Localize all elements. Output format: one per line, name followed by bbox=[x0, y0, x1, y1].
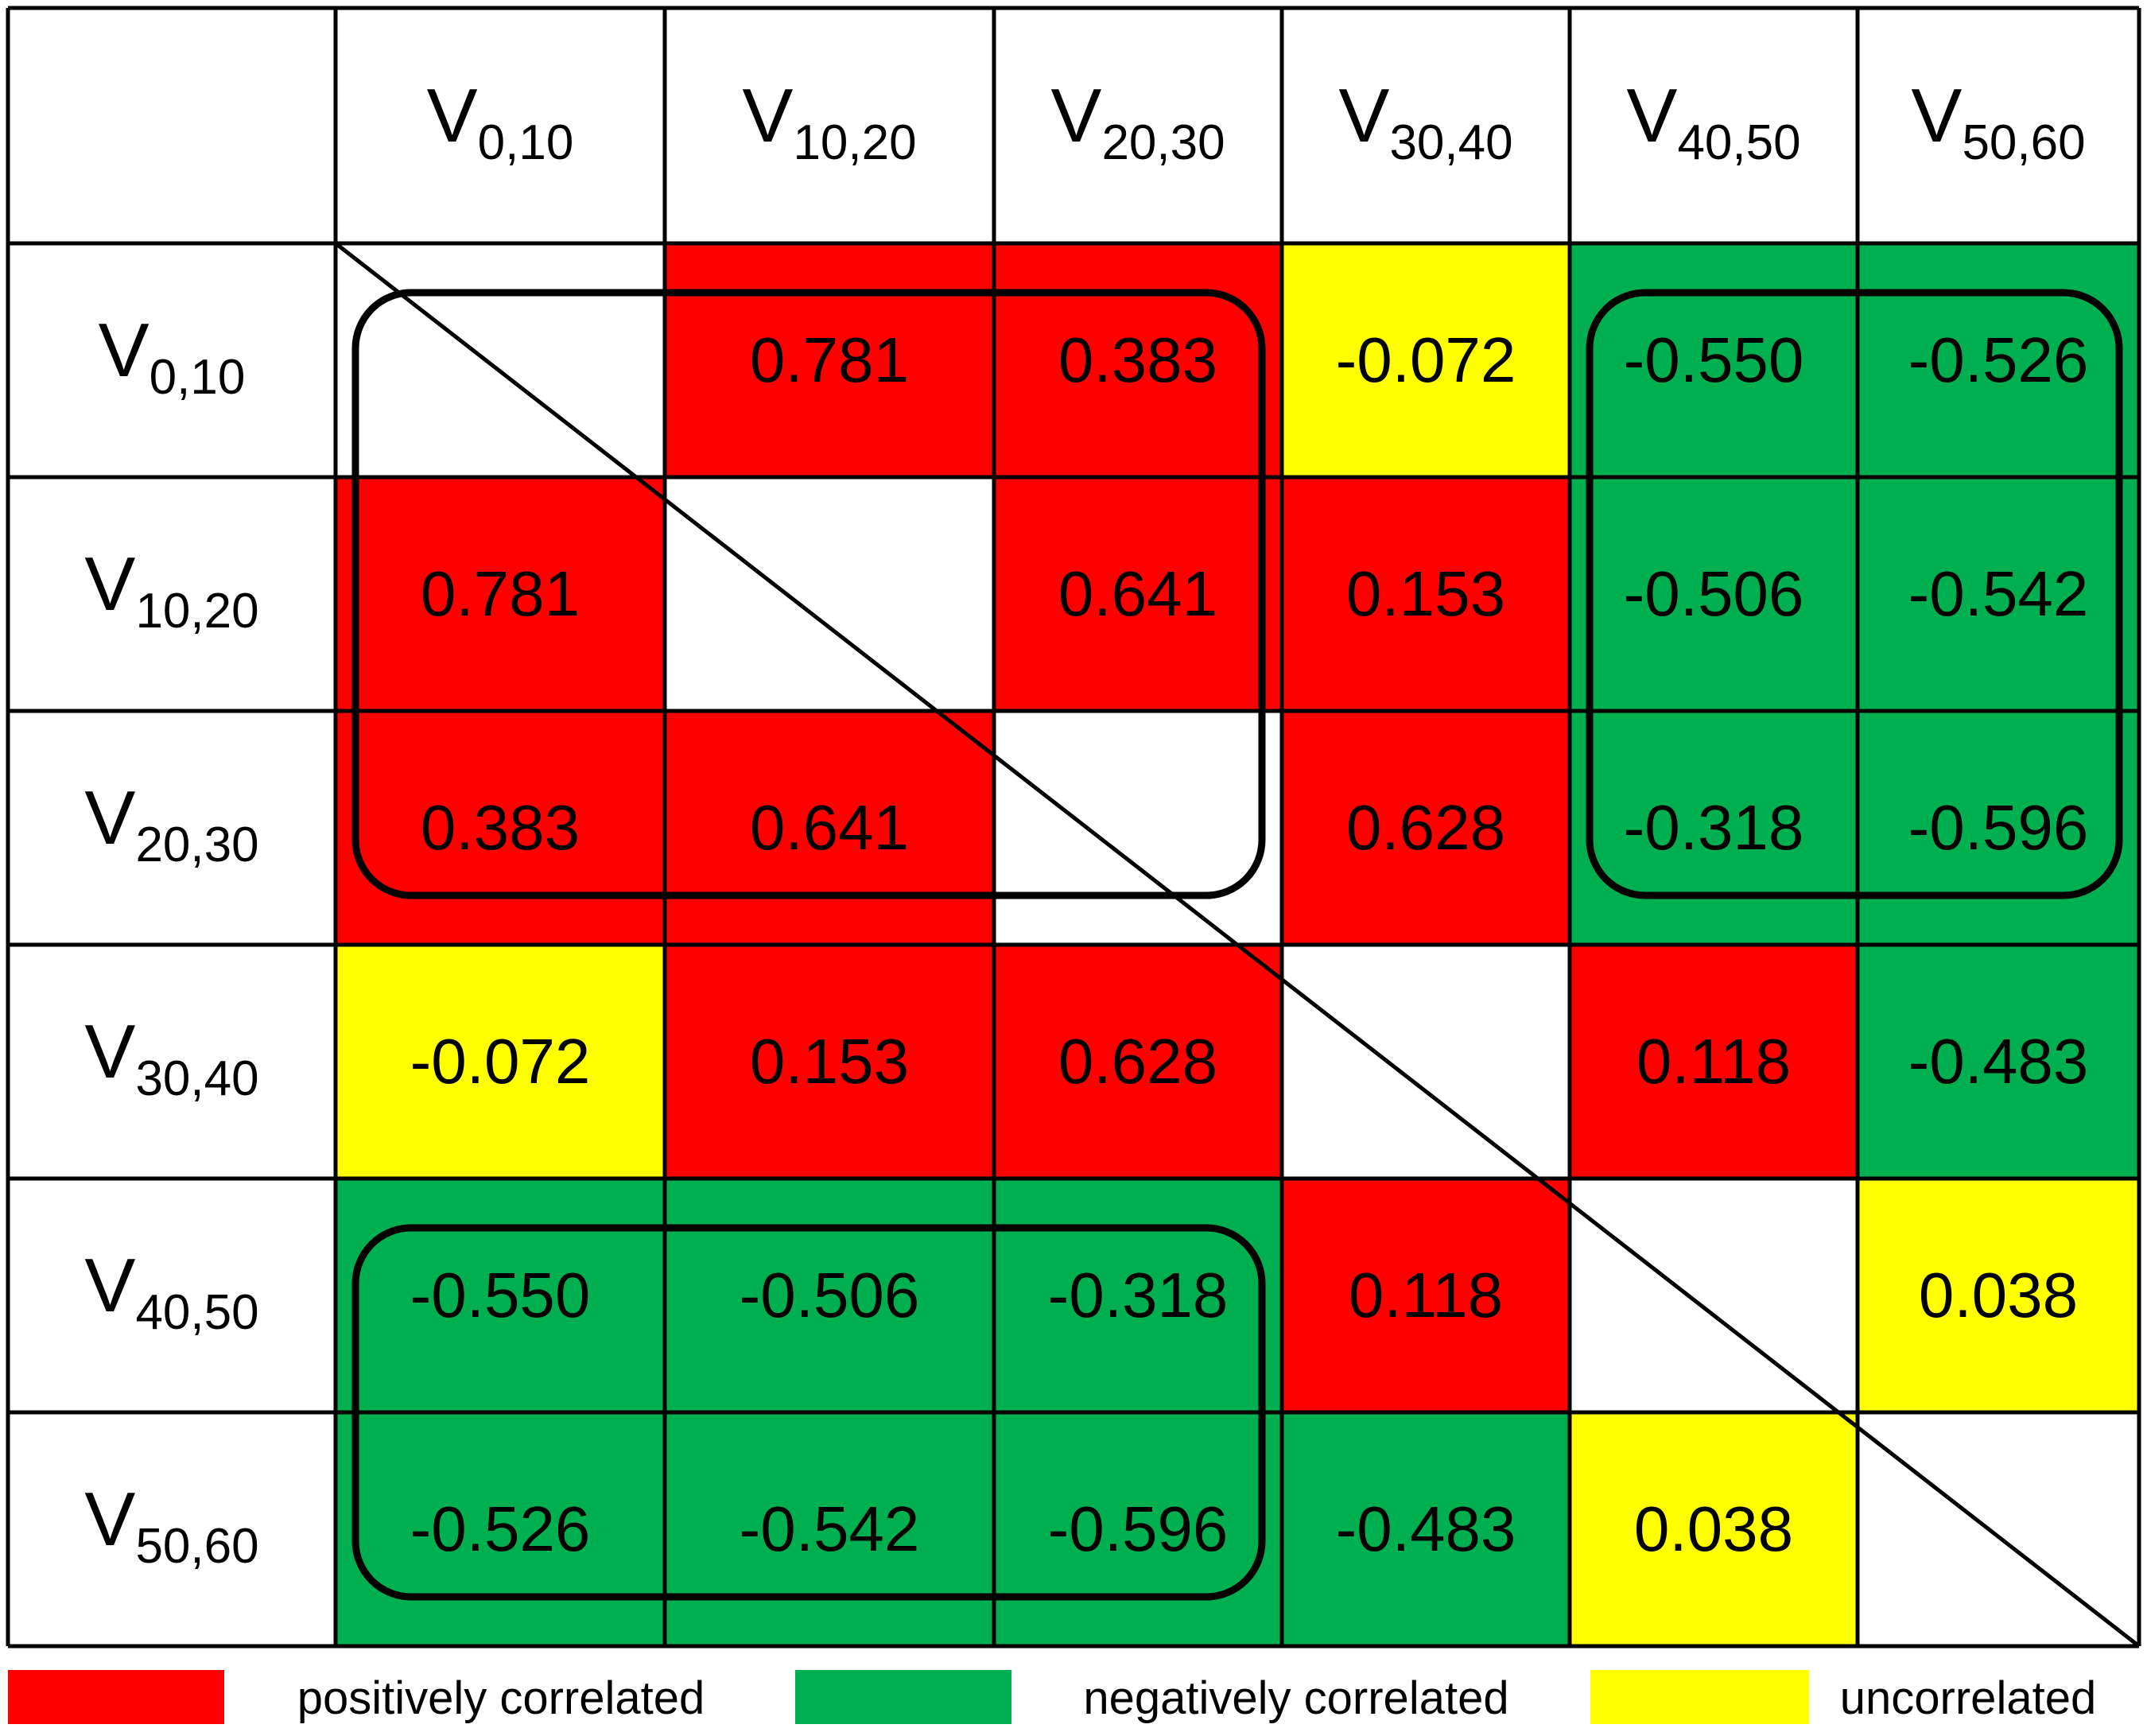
heatmap-value-2-3: 0.628 bbox=[1346, 792, 1505, 863]
legend-label-neg: negatively correlated bbox=[1083, 1672, 1508, 1724]
legend-swatch-neg bbox=[795, 1670, 1011, 1724]
heatmap-cell-1-1 bbox=[665, 477, 994, 711]
heatmap-cell-5-3 bbox=[1282, 1412, 1570, 1646]
heatmap-value-0-2: 0.383 bbox=[1058, 324, 1217, 395]
heatmap-cell-2-0 bbox=[336, 711, 665, 945]
legend-swatch-pos bbox=[8, 1670, 224, 1724]
heatmap-cells bbox=[336, 243, 2139, 1646]
legend-swatch-unc bbox=[1590, 1670, 1809, 1724]
heatmap-value-5-1: -0.542 bbox=[740, 1493, 920, 1564]
row-label-1: V10,20 bbox=[84, 542, 258, 639]
column-label-5: V50,60 bbox=[1911, 73, 2085, 170]
heatmap-value-5-3: -0.483 bbox=[1336, 1493, 1516, 1564]
heatmap-value-0-3: -0.072 bbox=[1336, 324, 1516, 395]
heatmap-cell-4-1 bbox=[665, 1179, 994, 1412]
heatmap-cell-4-0 bbox=[336, 1179, 665, 1412]
column-label-0: V0,10 bbox=[427, 73, 574, 170]
heatmap-value-4-5: 0.038 bbox=[1919, 1260, 2078, 1330]
heatmap-cell-2-2 bbox=[994, 711, 1282, 945]
heatmap-cell-3-0 bbox=[336, 945, 665, 1179]
heatmap-value-2-4: -0.318 bbox=[1624, 792, 1804, 863]
row-label-3: V30,40 bbox=[84, 1009, 258, 1106]
heatmap-cell-5-4 bbox=[1570, 1412, 1858, 1646]
heatmap-grid bbox=[6, 6, 2141, 1649]
heatmap-cell-0-5 bbox=[1858, 243, 2139, 477]
heatmap-cell-4-3 bbox=[1282, 1179, 1570, 1412]
highlight-box-1 bbox=[1586, 289, 2123, 899]
column-label-4: V40,50 bbox=[1626, 73, 1800, 170]
heatmap-value-5-4: 0.038 bbox=[1634, 1493, 1793, 1564]
heatmap-cell-4-5 bbox=[1858, 1179, 2139, 1412]
heatmap-cell-2-4 bbox=[1570, 711, 1858, 945]
heatmap-value-5-0: -0.526 bbox=[410, 1493, 591, 1564]
row-label-2: V20,30 bbox=[84, 775, 258, 872]
heatmap-cell-2-3 bbox=[1282, 711, 1570, 945]
heatmap-cell-0-0 bbox=[336, 243, 665, 477]
heatmap-cell-2-1 bbox=[665, 711, 994, 945]
heatmap-value-0-1: 0.781 bbox=[750, 324, 909, 395]
row-label-5: V50,60 bbox=[84, 1477, 258, 1574]
highlight-box-0 bbox=[351, 289, 1266, 899]
heatmap-cell-0-4 bbox=[1570, 243, 1858, 477]
heatmap-axis-labels: V0,10 V0,10 V10,20 V10,20 V20,30 V20,30 V30,40… bbox=[84, 73, 2085, 1574]
heatmap-value-2-1: 0.641 bbox=[750, 792, 909, 863]
heatmap-cell-1-5 bbox=[1858, 477, 2139, 711]
heatmap-value-4-2: -0.318 bbox=[1048, 1260, 1229, 1330]
column-label-3: V30,40 bbox=[1338, 73, 1512, 170]
legend-label-pos: positively correlated bbox=[297, 1672, 705, 1724]
heatmap-cell-2-5 bbox=[1858, 711, 2139, 945]
heatmap-cell-1-3 bbox=[1282, 477, 1570, 711]
heatmap-cell-1-0 bbox=[336, 477, 665, 711]
heatmap-value-4-3: 0.118 bbox=[1349, 1260, 1503, 1330]
highlight-box-2 bbox=[351, 1224, 1266, 1601]
row-label-0: V0,10 bbox=[99, 308, 246, 405]
heatmap-highlight-groups bbox=[351, 289, 2123, 1601]
heatmap-value-1-3: 0.153 bbox=[1346, 558, 1505, 629]
diagonal-line bbox=[334, 242, 2141, 1648]
heatmap-cell-0-2 bbox=[994, 243, 1282, 477]
heatmap-cell-3-1 bbox=[665, 945, 994, 1179]
heatmap-value-1-4: -0.506 bbox=[1624, 558, 1804, 629]
heatmap-cell-4-4 bbox=[1570, 1179, 1858, 1412]
heatmap-value-4-1: -0.506 bbox=[740, 1260, 920, 1330]
heatmap-value-1-2: 0.641 bbox=[1058, 558, 1217, 629]
legend-label-unc: uncorrelated bbox=[1840, 1672, 2096, 1724]
heatmap-value-3-1: 0.153 bbox=[750, 1026, 909, 1097]
heatmap-value-4-0: -0.550 bbox=[410, 1260, 591, 1330]
heatmap-cell-5-1 bbox=[665, 1412, 994, 1646]
heatmap-cell-3-3 bbox=[1282, 945, 1570, 1179]
heatmap-value-0-5: -0.526 bbox=[1908, 324, 2089, 395]
heatmap-cell-0-1 bbox=[665, 243, 994, 477]
row-label-4: V40,50 bbox=[84, 1243, 258, 1340]
heatmap-value-1-0: 0.781 bbox=[421, 558, 580, 629]
heatmap-values: 0.781 0.383 -0.072 -0.550 -0.526 0.781 0.641 0.… bbox=[410, 324, 2089, 1564]
heatmap-cell-1-2 bbox=[994, 477, 1282, 711]
heatmap-cell-5-2 bbox=[994, 1412, 1282, 1646]
heatmap-value-2-5: -0.596 bbox=[1908, 792, 2089, 863]
heatmap-value-3-0: -0.072 bbox=[410, 1026, 591, 1097]
column-label-2: V20,30 bbox=[1050, 73, 1225, 170]
heatmap-value-3-2: 0.628 bbox=[1058, 1026, 1217, 1097]
heatmap-legend: positively correlated negatively correlat… bbox=[8, 1670, 2096, 1724]
heatmap-cell-3-4 bbox=[1570, 945, 1858, 1179]
heatmap-value-1-5: -0.542 bbox=[1908, 558, 2089, 629]
column-label-1: V10,20 bbox=[742, 73, 916, 170]
heatmap-cell-4-2 bbox=[994, 1179, 1282, 1412]
heatmap-cell-3-5 bbox=[1858, 945, 2139, 1179]
heatmap-cell-1-4 bbox=[1570, 477, 1858, 711]
heatmap-value-2-0: 0.383 bbox=[421, 792, 580, 863]
heatmap-value-0-4: -0.550 bbox=[1624, 324, 1804, 395]
heatmap-cell-0-3 bbox=[1282, 243, 1570, 477]
heatmap-cell-5-0 bbox=[336, 1412, 665, 1646]
heatmap-cell-3-2 bbox=[994, 945, 1282, 1179]
heatmap-value-3-4: 0.118 bbox=[1636, 1026, 1791, 1097]
heatmap-value-3-5: -0.483 bbox=[1908, 1026, 2089, 1097]
heatmap-value-5-2: -0.596 bbox=[1048, 1493, 1229, 1564]
